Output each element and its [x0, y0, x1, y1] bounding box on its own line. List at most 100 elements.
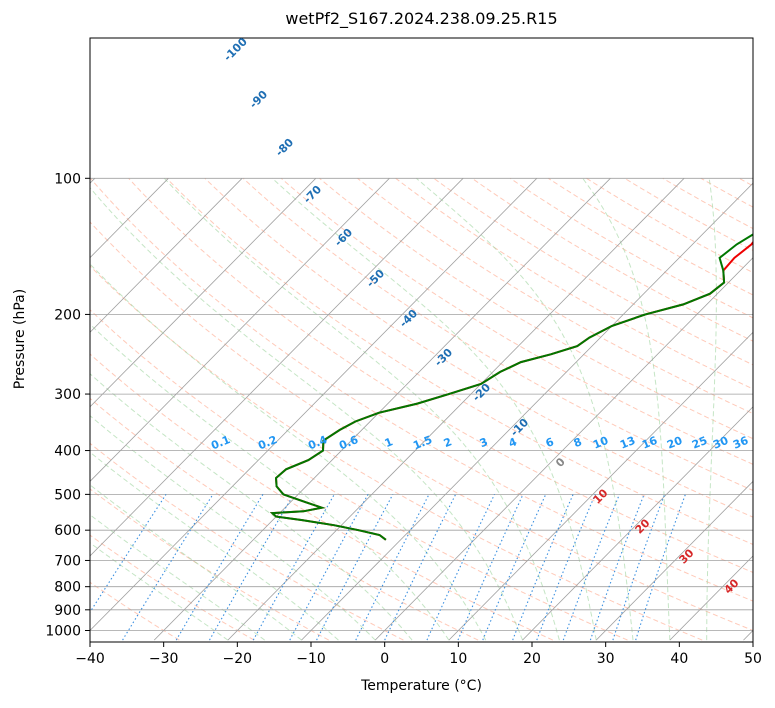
dry-adiabat: [90, 534, 255, 641]
x-tick-label: 0: [380, 651, 389, 667]
y-tick-label: 200: [54, 307, 81, 323]
mixing-ratio-line: [612, 494, 666, 641]
background-lines: [0, 177, 753, 641]
moist-adiabat: [90, 186, 523, 641]
mixing-ratio-line: [536, 494, 596, 641]
x-tick-label: −40: [75, 651, 105, 667]
moist-adiabat-label: 40: [722, 576, 742, 596]
isotherm: [90, 178, 169, 259]
dry-adiabat: [90, 397, 479, 641]
moist-adiabat: [90, 263, 487, 641]
isotherm-label: -70: [301, 183, 324, 206]
mixing-ratio-label: 20: [665, 434, 684, 452]
mixing-ratio-line: [355, 494, 430, 641]
moist-adiabat-label: 10: [591, 486, 611, 506]
dry-adiabat: [738, 177, 753, 187]
mixing-ratio-label: 8: [572, 435, 584, 450]
x-tick-label: 30: [597, 651, 615, 667]
moist-adiabat: [415, 177, 634, 641]
x-tick-label: −30: [149, 651, 179, 667]
isotherm-label: -20: [470, 381, 493, 404]
isotherm-label: -50: [364, 267, 387, 290]
axis-ticks: −40 −30 −20 −10 0 10 20 30 40 5010020030040050060…: [45, 171, 762, 667]
mixing-ratio-line: [562, 494, 620, 641]
moist-adiabat: [163, 177, 560, 641]
moist-adiabat: [90, 415, 376, 641]
isotherm: [301, 182, 753, 641]
mixing-ratio-label: 16: [640, 434, 659, 452]
mixing-ratio-line: [512, 494, 574, 641]
isotherm-label: -80: [273, 136, 296, 159]
isotherm: [669, 555, 753, 641]
x-axis-label: Temperature (°C): [361, 678, 482, 694]
y-tick-label: 100: [54, 171, 81, 187]
isotherm-label: -30: [432, 346, 455, 369]
dry-adiabat: [90, 309, 628, 641]
isotherm: [90, 178, 317, 408]
x-tick-label: 50: [744, 651, 762, 667]
mixing-ratio-line: [289, 494, 369, 641]
dry-adiabat: [586, 177, 753, 274]
y-tick-label: 300: [54, 387, 81, 403]
dewpoint-profile-line: [269, 233, 753, 541]
isotherm: [595, 480, 753, 641]
moist-adiabat: [90, 514, 266, 641]
x-tick-label: 20: [523, 651, 541, 667]
isotherm: [0, 178, 21, 640]
dry-adiabat: [166, 177, 753, 545]
mixing-ratio-label: 0.6: [337, 433, 360, 452]
y-tick-label: 400: [54, 444, 81, 460]
isotherm-label: -90: [247, 88, 270, 111]
x-tick-label: 40: [670, 651, 688, 667]
y-tick-label: 800: [54, 580, 81, 596]
dry-adiabat: [242, 177, 753, 492]
moist-adiabat: [706, 178, 717, 641]
dry-adiabat: [90, 353, 554, 641]
isotherm: [90, 178, 96, 184]
dry-adiabat: [319, 177, 753, 440]
mixing-ratio-line: [482, 494, 547, 641]
dry-adiabat: [280, 177, 753, 465]
moist-adiabat: [90, 484, 302, 641]
mixing-ratio-label: 25: [690, 434, 709, 452]
mixing-ratio-line: [316, 494, 394, 641]
mixing-ratio-line: [384, 494, 457, 641]
chart-title: wetPf2_S167.2024.238.09.25.R15: [285, 9, 558, 28]
dry-adiabat: [509, 177, 753, 319]
mixing-ratio-label: 10: [591, 434, 610, 452]
isotherm: [522, 406, 753, 641]
dry-adiabat: [128, 177, 753, 573]
dry-adiabat: [662, 177, 753, 230]
dry-adiabat: [471, 177, 753, 342]
y-tick-label: 700: [54, 553, 81, 569]
moist-adiabat: [90, 373, 413, 641]
mixing-ratio-label: 13: [618, 434, 637, 452]
mixing-ratio-label: 1: [383, 435, 395, 450]
x-tick-label: −20: [223, 651, 253, 667]
plot-frame: [89, 37, 754, 643]
x-tick-label: −10: [296, 651, 326, 667]
mixing-ratio-label: 36: [731, 434, 750, 452]
moist-adiabat-label: 30: [677, 546, 697, 566]
moist-adiabat: [90, 542, 229, 641]
mixing-ratio-line: [426, 494, 495, 641]
mixing-ratio-line: [635, 494, 686, 641]
mixing-ratio-line: [457, 494, 524, 641]
isotherm: [90, 178, 243, 333]
dry-adiabat: [90, 221, 753, 632]
moist-adiabat: [90, 451, 339, 641]
isotherm: [153, 178, 611, 641]
dry-adiabat: [90, 177, 753, 602]
y-tick-label: 1000: [45, 624, 81, 640]
y-tick-label: 600: [54, 523, 81, 539]
dry-adiabat: [433, 177, 753, 366]
x-tick-label: 10: [449, 651, 467, 667]
mixing-ratio-label: 30: [711, 434, 730, 452]
isotherm: [90, 178, 538, 632]
isotherm-label: -100: [221, 35, 250, 64]
isotherm: [227, 178, 685, 641]
mixing-ratio-label: 0.4: [306, 433, 329, 452]
mixing-ratio-label: 0.1: [209, 433, 232, 452]
isotherm: [90, 178, 390, 482]
